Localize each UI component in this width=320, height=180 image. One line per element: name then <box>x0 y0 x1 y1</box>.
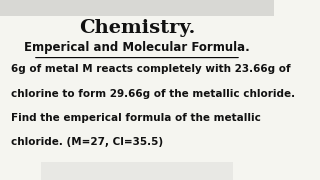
Text: Emperical and Molecular Formula.: Emperical and Molecular Formula. <box>24 41 250 54</box>
FancyBboxPatch shape <box>41 162 233 180</box>
Text: Chemistry.: Chemistry. <box>79 19 195 37</box>
Text: chloride. (M=27, Cl=35.5): chloride. (M=27, Cl=35.5) <box>11 137 163 147</box>
FancyBboxPatch shape <box>0 0 274 16</box>
Text: chlorine to form 29.66g of the metallic chloride.: chlorine to form 29.66g of the metallic … <box>11 89 295 99</box>
Text: 6g of metal M reacts completely with 23.66g of: 6g of metal M reacts completely with 23.… <box>11 64 291 74</box>
Text: Find the emperical formula of the metallic: Find the emperical formula of the metall… <box>11 113 261 123</box>
